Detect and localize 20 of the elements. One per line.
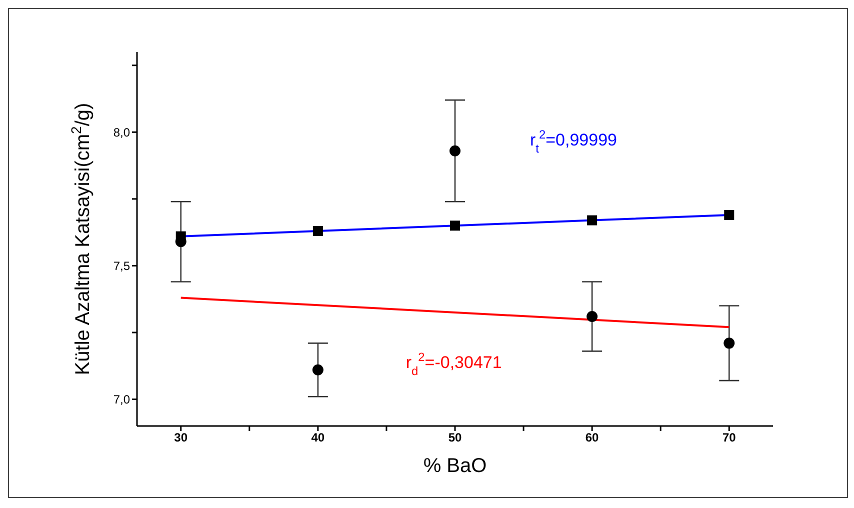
point (312, 364, 324, 376)
point (312, 226, 323, 236)
y-tick-label: 7,0 (113, 392, 130, 407)
x-tick-label: 60 (585, 430, 600, 445)
text: r$_{d}$$^{2}$=-0,30471 (406, 350, 502, 378)
text: r$_{t}$$^{2}$=0,99999 (530, 128, 617, 156)
point (176, 231, 186, 242)
y-tick-label: 8,0 (113, 125, 130, 140)
point (724, 338, 735, 349)
x-axis-title: % BaO (423, 455, 487, 477)
x-tick-label: 50 (448, 430, 462, 445)
x-tick-label: 40 (311, 430, 325, 445)
point (450, 145, 460, 156)
y-tick-label: 7,5 (113, 258, 130, 273)
x-tick-label: 70 (722, 430, 736, 445)
point (586, 310, 598, 322)
point (724, 210, 734, 220)
point (587, 215, 598, 226)
point (450, 220, 460, 231)
x-tick-label: 30 (174, 430, 188, 445)
